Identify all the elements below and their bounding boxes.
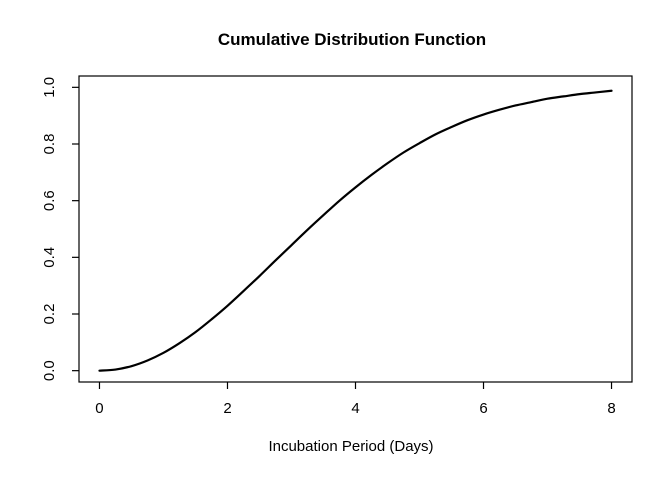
y-tick-label: 0.4 [41,247,58,268]
x-tick-label: 4 [351,400,359,417]
x-tick-label: 2 [223,400,231,417]
x-axis-label: Incubation Period (Days) [268,438,433,455]
y-tick-label: 0.0 [41,360,58,381]
y-axis: 0.0 0.2 0.4 0.6 0.8 1.0 [41,77,79,381]
y-tick-label: 0.2 [41,304,58,325]
chart-title: Cumulative Distribution Function [218,30,486,49]
cdf-curve [98,89,613,372]
y-tick-label: 0.6 [41,190,58,211]
x-tick-label: 0 [95,400,103,417]
x-axis: 0 2 4 6 8 [95,382,616,417]
y-tick-label: 1.0 [41,77,58,98]
plot-box [78,75,633,383]
x-tick-label: 6 [479,400,487,417]
x-tick-label: 8 [607,400,615,417]
y-tick-label: 0.8 [41,134,58,155]
